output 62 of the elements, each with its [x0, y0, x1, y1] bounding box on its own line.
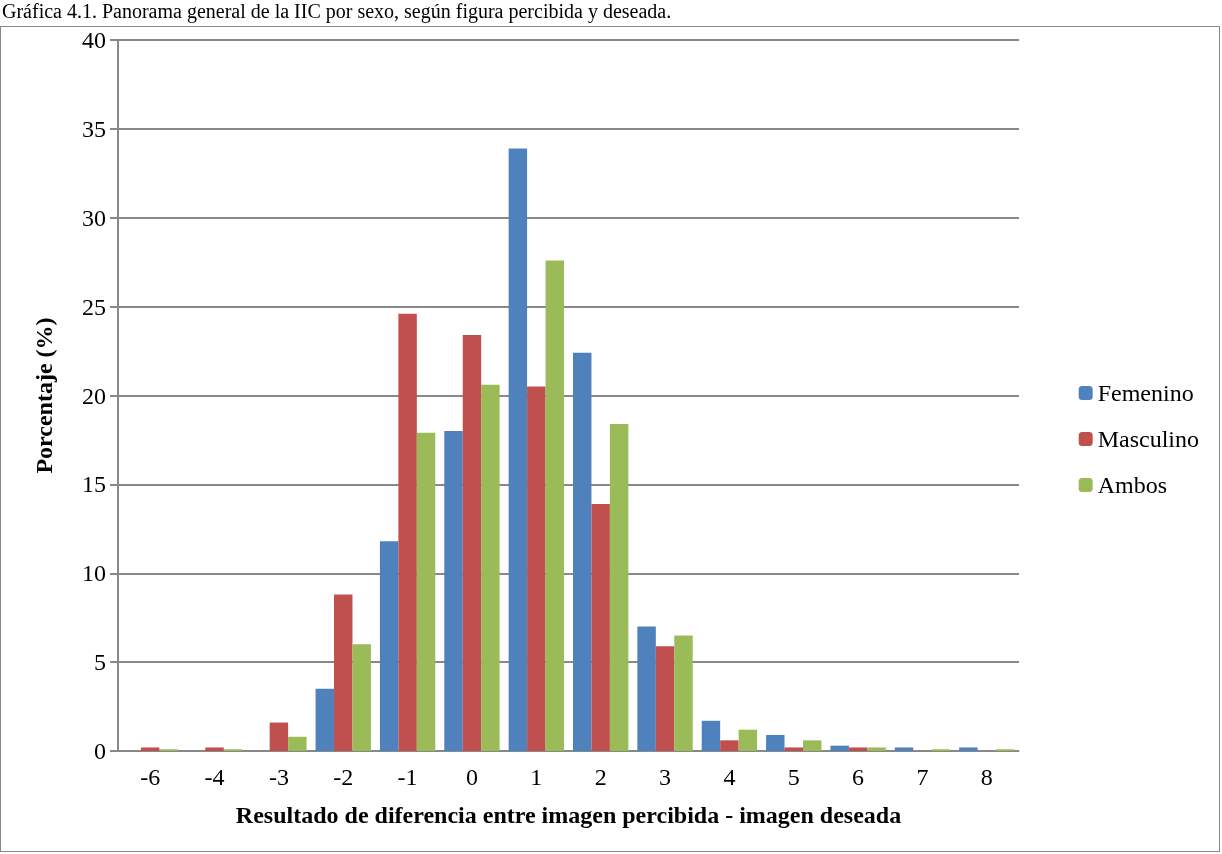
y-tick-label: 5 [94, 649, 106, 676]
bar [481, 384, 500, 751]
bar [527, 386, 546, 751]
x-tick-label: -1 [397, 764, 418, 790]
x-tick-label: -6 [140, 764, 161, 790]
x-axis-title: Resultado de diferencia entre imagen percibida - imagen deseada [235, 802, 902, 828]
y-tick-label: 25 [82, 293, 106, 320]
x-tick-label: 2 [594, 764, 607, 790]
legend-label: Ambos [1097, 472, 1168, 498]
bar [334, 594, 353, 751]
bar [398, 313, 417, 751]
x-tick-label: 7 [916, 764, 929, 790]
bar [462, 335, 482, 751]
y-tick-label: 0 [94, 738, 106, 764]
bar [720, 740, 739, 751]
x-tick-label: 1 [530, 764, 543, 790]
bar [573, 352, 592, 751]
bar [315, 688, 335, 751]
bar [784, 747, 803, 751]
x-tick-label: 5 [787, 764, 800, 790]
bar [269, 722, 289, 751]
bar [674, 635, 693, 751]
bar [738, 729, 758, 751]
legend-label: Masculino [1097, 426, 1200, 452]
x-tick-label: -3 [268, 764, 289, 790]
y-tick-label: 35 [82, 115, 106, 142]
bar [830, 745, 849, 751]
bar [545, 260, 564, 751]
bar [894, 747, 914, 751]
x-tick-label: 8 [980, 764, 993, 790]
x-tick-label: -2 [333, 764, 354, 790]
bar [802, 740, 822, 751]
bar [701, 720, 721, 751]
bar [959, 747, 978, 751]
bar [379, 541, 399, 751]
y-tick-label: 40 [82, 27, 106, 53]
x-tick-label: 0 [465, 764, 478, 790]
y-axis-title: Porcentaje (%) [31, 317, 57, 474]
bar [591, 503, 610, 751]
x-tick-label: -4 [204, 764, 225, 790]
x-tick-label: 4 [723, 764, 736, 790]
bar [848, 747, 868, 751]
x-tick-label: 6 [852, 764, 865, 790]
bar [140, 747, 160, 751]
x-tick-label: 3 [659, 764, 672, 790]
bar [637, 626, 656, 751]
bar [867, 747, 886, 751]
bar [416, 432, 436, 751]
bar [508, 148, 528, 751]
bar [288, 736, 307, 751]
chart-title: Gráfica 4.1. Panorama general de la IIC por sexo, según figura percibida y deseada. [1, 0, 673, 23]
bar [205, 747, 224, 751]
bar [766, 735, 785, 751]
y-tick-label: 10 [82, 560, 106, 587]
bar [655, 646, 675, 751]
y-tick-label: 20 [82, 382, 106, 409]
bar [444, 431, 463, 751]
legend-label: Femenino [1097, 380, 1194, 406]
bar [352, 644, 371, 751]
y-tick-label: 15 [82, 471, 106, 498]
bar [609, 423, 629, 751]
y-tick-label: 30 [82, 204, 106, 231]
